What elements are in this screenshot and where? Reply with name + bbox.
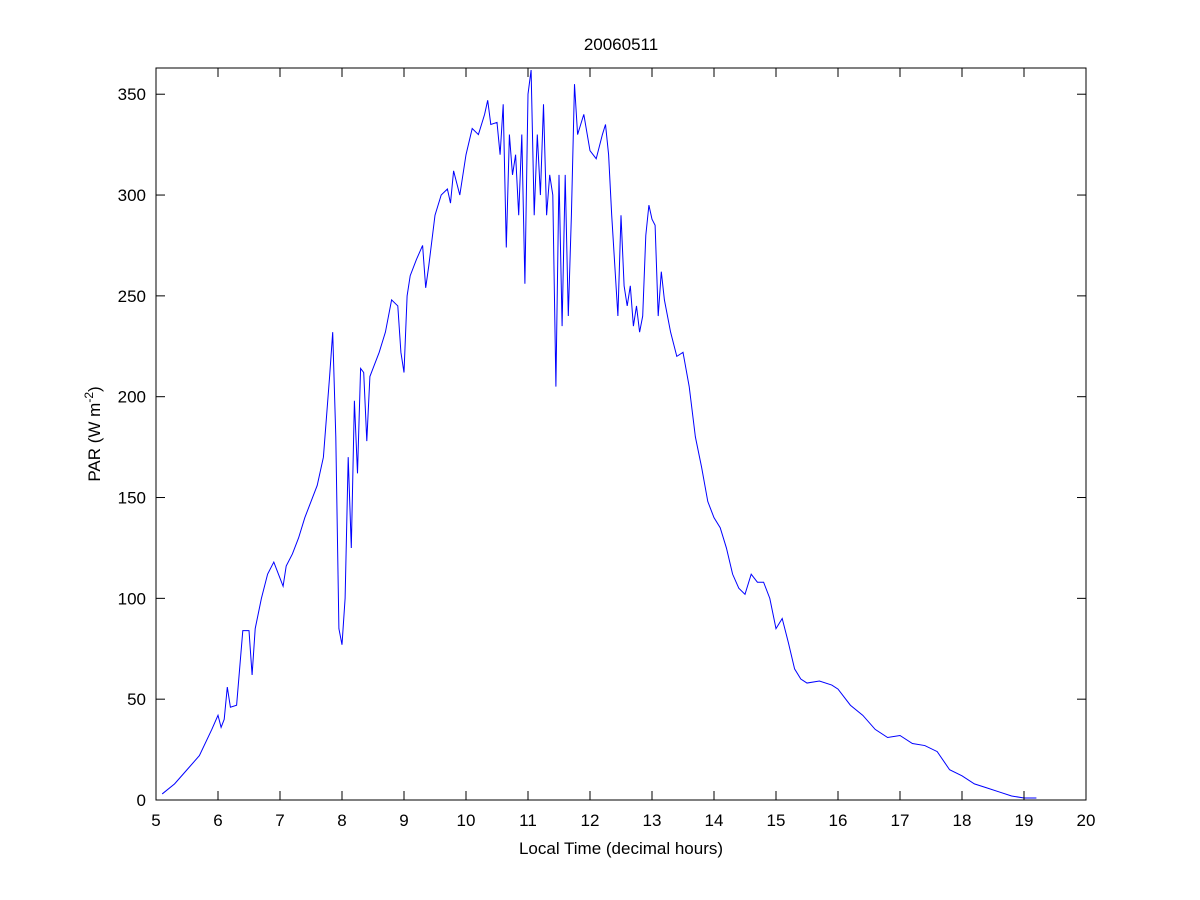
- data-line: [161, 69, 1037, 799]
- x-axis-label: Local Time (decimal hours): [519, 839, 723, 858]
- x-tick-label: 15: [767, 811, 786, 830]
- x-tick-label: 13: [643, 811, 662, 830]
- y-tick-label: 200: [118, 388, 146, 407]
- y-tick-label: 150: [118, 489, 146, 508]
- x-tick-label: 6: [213, 811, 222, 830]
- y-tick-label: 50: [127, 690, 146, 709]
- y-axis-label-text: PAR (W m: [85, 403, 104, 482]
- x-tick-label: 10: [457, 811, 476, 830]
- x-tick-label: 9: [399, 811, 408, 830]
- y-tick-label: 300: [118, 186, 146, 205]
- y-axis-label: PAR (W m-2): [82, 386, 104, 481]
- x-tick-label: 19: [1015, 811, 1034, 830]
- y-tick-label: 250: [118, 287, 146, 306]
- x-tick-label: 8: [337, 811, 346, 830]
- chart-title: 20060511: [584, 35, 658, 54]
- x-tick-label: 5: [151, 811, 160, 830]
- x-tick-label: 7: [275, 811, 284, 830]
- x-tick-label: 11: [519, 811, 537, 830]
- x-tick-label: 16: [829, 811, 848, 830]
- y-tick-label: 0: [137, 791, 146, 810]
- axes-box: [155, 67, 1087, 801]
- y-axis-label-suffix: ): [85, 386, 104, 392]
- y-tick-label: 100: [118, 589, 146, 608]
- y-axis-label-superscript: -2: [82, 392, 96, 403]
- x-tick-label: 17: [891, 811, 910, 830]
- x-tick-label: 20: [1077, 811, 1096, 830]
- x-tick-label: 14: [705, 811, 724, 830]
- x-tick-label: 12: [581, 811, 600, 830]
- y-tick-label: 350: [118, 85, 146, 104]
- x-tick-label: 18: [953, 811, 972, 830]
